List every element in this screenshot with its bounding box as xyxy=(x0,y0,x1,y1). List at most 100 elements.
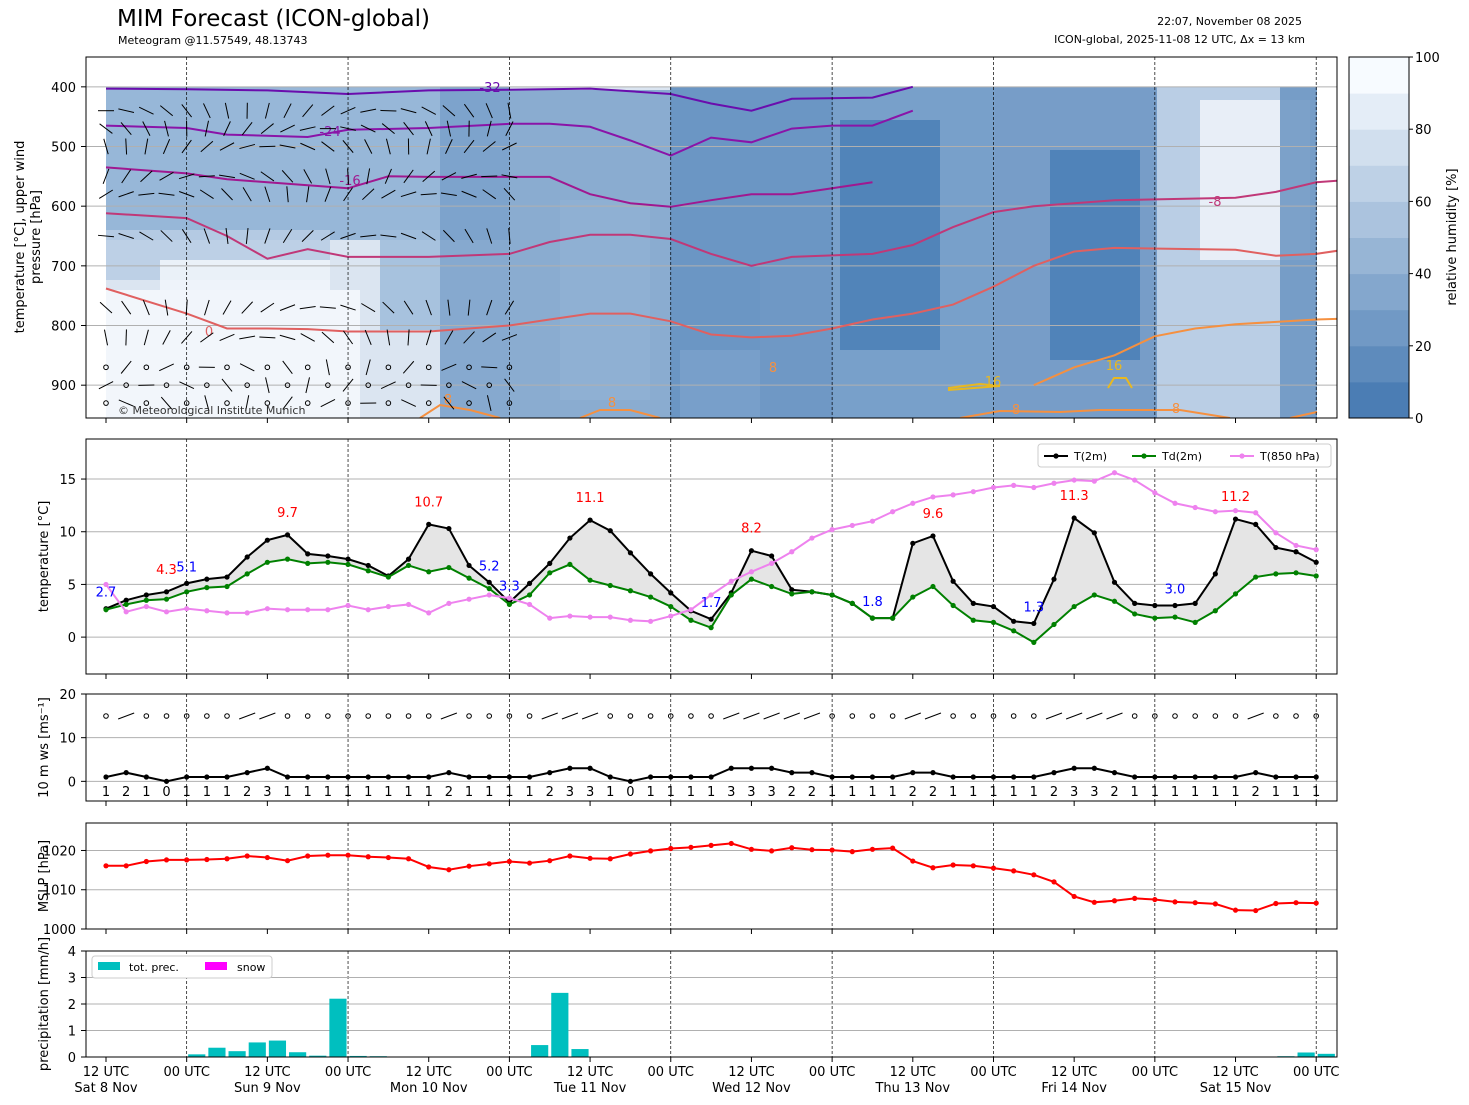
data-point xyxy=(365,562,371,569)
data-point xyxy=(1091,899,1097,905)
wind-barb xyxy=(382,301,395,314)
data-point xyxy=(970,600,976,606)
wind-barb xyxy=(482,141,496,152)
wind-barb xyxy=(461,190,477,198)
humidity-region xyxy=(680,350,760,418)
wind-barb xyxy=(360,234,377,238)
calm-circle xyxy=(345,400,351,406)
wind-barb xyxy=(425,299,432,316)
data-point xyxy=(365,607,371,613)
wind-barb xyxy=(98,189,114,199)
data-point xyxy=(1071,515,1077,521)
calm-circle xyxy=(304,364,311,371)
data-point xyxy=(526,774,533,780)
wind-barb xyxy=(504,378,515,392)
data-point xyxy=(1253,574,1259,580)
humidity-region xyxy=(760,260,833,418)
data-point xyxy=(1031,620,1037,627)
data-point xyxy=(1253,521,1259,527)
data-point xyxy=(103,581,109,588)
wind-barb xyxy=(245,395,250,412)
data-point xyxy=(506,858,512,865)
data-point xyxy=(728,765,734,771)
data-point xyxy=(1091,478,1097,484)
isotherm-line xyxy=(1033,317,1337,387)
data-point xyxy=(1253,907,1259,914)
wind-barb xyxy=(507,102,512,119)
wind-barb xyxy=(264,186,271,203)
calm-circle xyxy=(526,713,533,719)
calm-circle xyxy=(446,382,452,388)
wind-barb xyxy=(260,171,275,182)
wind-barb xyxy=(103,138,109,155)
wind-speed-label: 1 xyxy=(1231,785,1239,800)
humidity-region xyxy=(380,230,440,330)
data-point xyxy=(204,608,210,614)
wind-barb xyxy=(461,381,477,390)
wind-barb xyxy=(242,187,252,202)
data-point xyxy=(405,562,412,569)
data-point xyxy=(849,849,855,855)
data-point xyxy=(829,527,835,533)
wind-barb xyxy=(444,330,454,345)
data-point xyxy=(1172,899,1178,905)
wind-barb xyxy=(279,144,296,149)
data-point xyxy=(668,613,674,619)
wind-barb xyxy=(224,102,230,119)
data-point xyxy=(607,614,613,620)
t850-series xyxy=(103,470,1319,624)
x-tick-label: 12 UTC xyxy=(1212,1065,1258,1080)
data-point xyxy=(163,609,170,615)
wind-barb xyxy=(260,123,274,135)
calm-circle xyxy=(183,400,190,406)
wind-barb xyxy=(360,108,377,113)
data-point xyxy=(466,863,472,869)
wind-barb xyxy=(219,142,235,151)
data-point xyxy=(506,601,512,608)
wind-barb xyxy=(362,188,375,201)
data-point xyxy=(1273,571,1279,577)
wind-barb xyxy=(99,301,113,314)
calm-circle xyxy=(1031,713,1037,719)
y-tick-label: 15 xyxy=(59,473,76,488)
contour-label: 0 xyxy=(205,325,213,340)
run-info: ICON-global, 2025-11-08 12 UTC, Δx = 13 … xyxy=(1054,33,1305,46)
max-temp-label: 9.7 xyxy=(277,506,298,521)
data-point xyxy=(345,602,351,609)
data-point xyxy=(1132,600,1138,606)
data-point xyxy=(769,583,775,590)
wind-barb xyxy=(325,359,330,376)
data-point xyxy=(184,580,190,586)
data-point xyxy=(123,770,129,776)
wind-barb xyxy=(179,381,195,390)
wind-speed-label: 1 xyxy=(1272,785,1280,800)
data-point xyxy=(446,600,452,606)
data-point xyxy=(466,596,472,602)
data-point xyxy=(668,603,674,610)
data-point xyxy=(567,613,573,619)
data-point xyxy=(1111,598,1118,604)
data-point xyxy=(1293,549,1299,555)
data-point xyxy=(789,549,795,555)
wind-barb xyxy=(320,399,336,408)
wind-barb xyxy=(461,173,477,179)
data-point xyxy=(728,578,734,584)
wind-barb xyxy=(364,139,373,154)
data-point xyxy=(990,774,997,780)
calm-circle xyxy=(425,713,432,719)
wind-barb xyxy=(303,169,313,184)
wind-barb xyxy=(302,104,314,118)
wind-barb xyxy=(380,109,397,112)
wind-barb xyxy=(421,231,436,241)
x-tick-label: 00 UTC xyxy=(1293,1065,1339,1080)
wind-barb xyxy=(364,329,372,346)
wind-barb xyxy=(400,108,417,114)
precip-bar xyxy=(329,998,347,1057)
calm-circle xyxy=(204,382,210,388)
wind-barb xyxy=(283,103,292,119)
calm-circle xyxy=(506,400,513,406)
calm-circle xyxy=(103,364,109,371)
wind-barb xyxy=(239,363,255,372)
wind-barb xyxy=(485,103,493,119)
